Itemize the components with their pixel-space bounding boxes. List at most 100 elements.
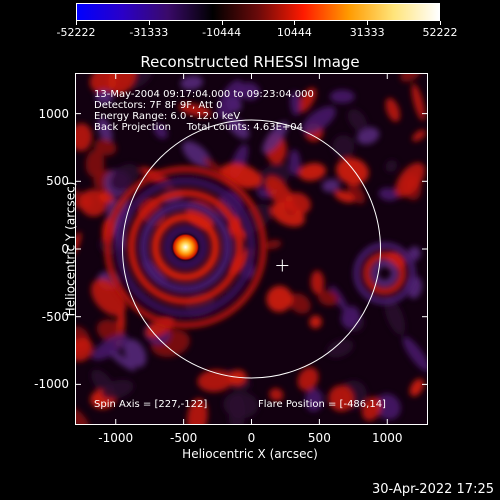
noise-blob — [409, 378, 424, 397]
noise-blob — [297, 367, 319, 391]
noise-blob — [290, 90, 301, 116]
colorbar-tick — [76, 21, 77, 25]
solar-limb — [122, 119, 381, 379]
noise-blob — [326, 339, 354, 358]
source-ring — [139, 201, 232, 294]
noise-blob — [153, 124, 168, 139]
y-tick-label: 1000 — [38, 106, 69, 121]
noise-blob — [330, 285, 348, 312]
x-tick-label: 500 — [307, 431, 331, 445]
y-axis-title: Heliocentric Y (arcsec) — [63, 181, 78, 317]
info-method-counts: Back Projection Total counts: 4.63E+04 — [94, 122, 303, 133]
noise-blob — [75, 405, 89, 425]
source-ring — [128, 189, 244, 305]
noise-blob — [262, 121, 288, 154]
noise-blob — [91, 334, 129, 361]
noise-blob — [187, 398, 208, 425]
info-time-range: 13-May-2004 09:17:04.000 to 09:23:04.000 — [94, 89, 314, 100]
noise-blob — [332, 135, 355, 158]
plot-title: Reconstructed RHESSI Image — [140, 53, 360, 71]
source-ring — [163, 225, 208, 270]
source-ring — [104, 166, 267, 329]
timestamp: 30-Apr-2022 17:25 — [372, 482, 494, 497]
noise-blob — [108, 73, 137, 95]
info-detectors: Detectors: 7F 8F 9F, Att 0 — [94, 100, 223, 111]
noise-blob — [269, 388, 284, 402]
noise-blob — [378, 187, 399, 201]
secondary-ring — [353, 242, 416, 305]
noise-blob — [302, 106, 336, 134]
noise-blob — [238, 82, 260, 101]
noise-blob — [347, 182, 365, 204]
noise-blob — [288, 149, 301, 176]
x-tick-label: 0 — [247, 431, 256, 445]
noise-blob — [304, 388, 323, 412]
x-tick-label: 1000 — [371, 431, 403, 445]
noise-blob — [298, 162, 326, 181]
noise-blob — [334, 190, 355, 203]
noise-blob — [95, 90, 114, 105]
spin-axis-label: Spin Axis = [227,-122] — [94, 399, 208, 410]
noise-blob — [85, 149, 105, 178]
observation-info: 13-May-2004 09:17:04.000 to 09:23:04.000… — [94, 89, 314, 133]
noise-blob — [223, 391, 259, 419]
noise-blob — [340, 305, 360, 329]
noise-blob — [298, 87, 317, 113]
colorbar-tick — [367, 21, 369, 25]
colorbar-tick-label: 31333 — [349, 26, 385, 39]
noise-blob — [395, 162, 425, 198]
x-tick-label: -500 — [169, 431, 198, 445]
noise-blob — [310, 270, 325, 295]
colorbar-tick-label: -31333 — [129, 26, 169, 39]
noise-blob — [385, 160, 398, 173]
spin-axis-marker — [276, 259, 289, 272]
noise-blob — [347, 109, 368, 132]
noise-blob — [227, 117, 250, 139]
noise-blob — [75, 123, 93, 152]
noise-blob — [336, 157, 369, 185]
source-ring — [151, 213, 220, 282]
noise-blob — [411, 83, 426, 121]
colorbar — [76, 3, 440, 21]
y-tick-label: -1000 — [34, 377, 69, 392]
colorbar-tick — [148, 21, 150, 25]
noise-blob — [97, 117, 113, 144]
colorbar-tick-label: 10444 — [276, 26, 312, 39]
noise-blob — [264, 239, 282, 250]
noise-blob — [375, 393, 401, 420]
y-tick-label: -500 — [41, 309, 69, 324]
noise-blob — [123, 338, 147, 368]
colorbar-tick-label: -52222 — [56, 26, 96, 39]
noise-blob — [361, 396, 382, 421]
noise-blob — [329, 89, 355, 104]
noise-blob — [110, 163, 139, 192]
noise-blob — [317, 290, 339, 306]
noise-blob — [384, 297, 406, 336]
noise-blob — [75, 232, 82, 257]
flare-source — [171, 233, 200, 262]
heatmap-svg — [75, 73, 428, 425]
flare-position-label: Flare Position = [-486,14] — [258, 399, 386, 410]
noise-blob — [356, 127, 380, 145]
colorbar-tick — [221, 21, 223, 25]
noise-blob — [108, 349, 136, 372]
noise-blob — [182, 141, 212, 169]
colorbar-tick — [294, 21, 296, 25]
colorbar-tick — [440, 21, 441, 25]
noise-blob — [288, 293, 311, 314]
noise-blob — [328, 385, 354, 412]
noise-blob — [75, 337, 93, 362]
noise-blob — [217, 79, 244, 120]
noise-blob — [309, 315, 322, 329]
colorbar-tick-label: 52222 — [422, 26, 458, 39]
y-tick-label: 500 — [46, 174, 69, 189]
info-energy-range: Energy Range: 6.0 - 12.0 keV — [94, 111, 241, 122]
noise-blob — [385, 97, 401, 122]
noise-blob — [266, 285, 293, 313]
noise-blob — [321, 179, 340, 193]
x-tick-label: -1000 — [98, 431, 134, 445]
noise-blob — [178, 103, 212, 117]
noise-blob — [180, 75, 204, 90]
secondary-ring — [371, 260, 398, 287]
